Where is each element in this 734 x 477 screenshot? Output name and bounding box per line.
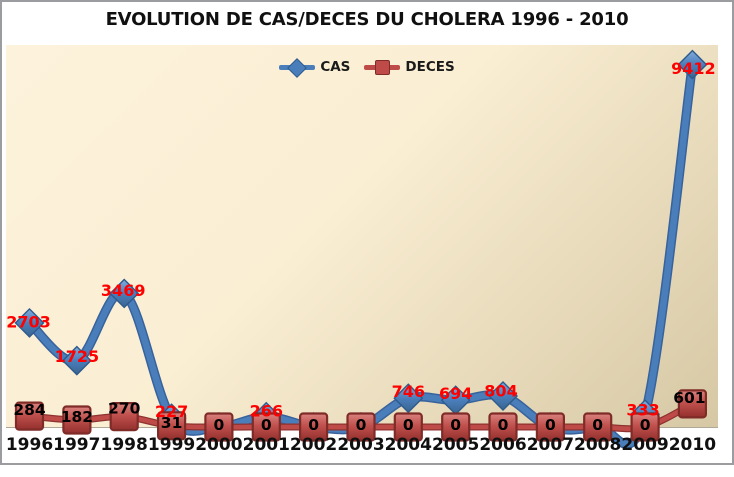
legend: CAS DECES [2, 57, 732, 78]
cas-line-marker-icon [279, 57, 316, 78]
diamond-icon [287, 57, 308, 78]
x-axis-label: 1998 [100, 435, 148, 455]
x-axis-label: 1997 [53, 435, 101, 455]
x-axis-label: 2002 [289, 435, 338, 455]
legend-item-deces: DECES [364, 59, 455, 75]
x-axis-label: 2001 [242, 435, 290, 455]
legend-item-cas: CAS [279, 57, 351, 78]
legend-label-cas: CAS [320, 59, 351, 75]
x-axis-label: 1996 [5, 435, 54, 455]
x-axis-label: 2000 [195, 435, 243, 455]
x-axis-label: 2010 [668, 435, 717, 455]
deces-line-marker-icon [364, 59, 401, 75]
x-axis-label: 2007 [526, 435, 575, 455]
legend-label-deces: DECES [405, 59, 455, 75]
x-axis-label: 2003 [337, 435, 385, 455]
chart-frame: EVOLUTION DE CAS/DECES DU CHOLERA 1996 -… [0, 0, 734, 465]
x-axis-label: 2009 [621, 435, 669, 455]
x-axis-label: 2004 [384, 435, 432, 455]
chart-title: EVOLUTION DE CAS/DECES DU CHOLERA 1996 -… [105, 9, 629, 30]
x-axis-label: 2006 [479, 435, 527, 455]
x-axis-label: 2008 [574, 435, 622, 455]
plot-area [6, 45, 718, 428]
x-axis-label: 2005 [432, 435, 480, 455]
x-axis-label: 1999 [147, 435, 196, 455]
square-icon [375, 59, 391, 75]
